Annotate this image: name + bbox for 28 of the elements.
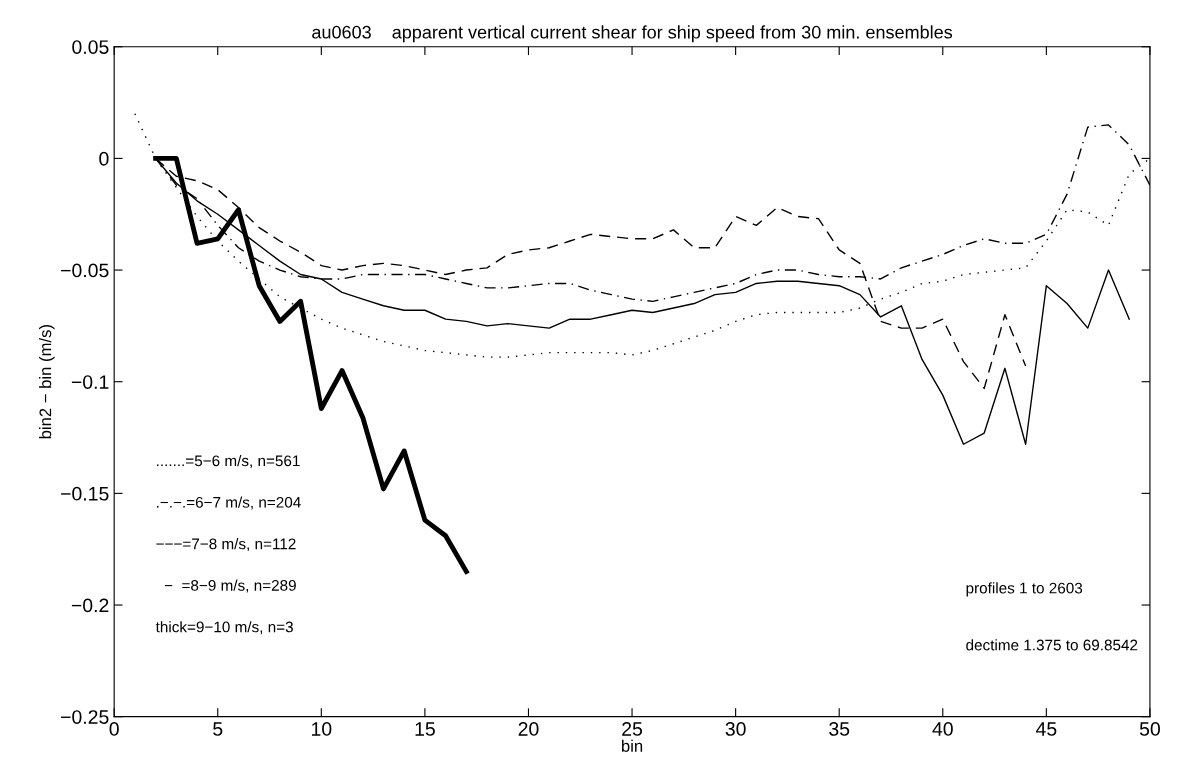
y-tick-label: 0.05: [72, 40, 109, 54]
y-tick-label: 0: [99, 151, 109, 166]
x-tick-label: 45: [1035, 722, 1057, 736]
y-tick-label: −0.2: [71, 598, 109, 613]
x-tick-label: 40: [932, 722, 953, 736]
annotation: .......=5−6 m/s, n=561: [156, 454, 300, 469]
x-tick-label: 30: [725, 722, 746, 736]
x-tick-label: 15: [415, 722, 435, 736]
y-tick-label: −0.25: [61, 710, 109, 724]
y-tick-label: −0.15: [61, 486, 109, 501]
annotation: dectime 1.375 to 69.8542: [966, 639, 1138, 651]
x-tick-label: 35: [829, 722, 850, 736]
annotation: profiles 1 to 2603: [966, 582, 1083, 597]
chart-title: au0603 apparent vertical current shear for ship speed from 30 min. ensembles: [312, 25, 953, 43]
x-tick-label: 10: [311, 722, 332, 736]
annotation: − =8−9 m/s, n=289: [164, 579, 296, 593]
y-axis-title: bin2 − bin (m/s): [39, 325, 55, 439]
x-axis-title: bin: [622, 739, 643, 752]
x-tick-label: 5: [213, 722, 223, 736]
y-tick-label: −0.05: [61, 263, 109, 278]
annotation: .−.−.=6−7 m/s, n=204: [156, 496, 301, 510]
annotation: −−−=7−8 m/s, n=112: [156, 538, 296, 552]
annotation: thick=9−10 m/s, n=3: [155, 621, 293, 635]
x-tick-label: 0: [109, 722, 119, 736]
y-tick-label: −0.1: [71, 375, 109, 389]
x-tick-label: 50: [1139, 722, 1160, 736]
x-tick-label: 25: [622, 722, 643, 736]
x-tick-label: 20: [518, 722, 539, 736]
